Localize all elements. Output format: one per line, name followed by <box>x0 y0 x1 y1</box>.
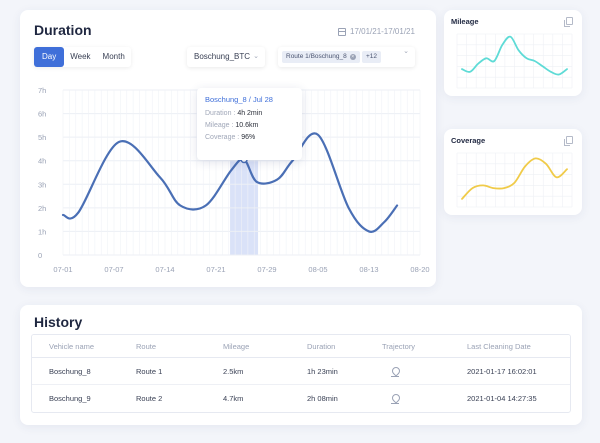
x-tick-label: 08-13 <box>359 265 378 274</box>
y-tick-label: 5h <box>38 133 46 142</box>
duration-title: Duration <box>34 22 92 38</box>
tooltip-title: Boschung_8 / Jul 28 <box>205 95 273 104</box>
tooltip-value: 96% <box>241 134 256 141</box>
trajectory-pin-icon[interactable] <box>391 367 399 378</box>
tooltip-sep: : <box>235 134 242 141</box>
cell-last-cleaning: 2021-01-17 16:02:01 <box>467 367 537 376</box>
col-trajectory: Trajectory <box>382 342 416 351</box>
cell-duration: 2h 08min <box>307 394 338 403</box>
tab-week[interactable]: Week <box>70 52 91 61</box>
col-last-cleaning: Last Cleaning Date <box>467 342 531 351</box>
vehicle-select[interactable]: Boschung_BTC ⌄ <box>187 47 265 67</box>
mileage-sparkline <box>456 33 573 89</box>
col-route: Route <box>136 342 157 351</box>
copy-icon[interactable] <box>564 136 573 146</box>
duration-line-chart: 0 1h 2h 3h 4h 5h 6h 7h 07-01 07-07 07-14 07-21 07-29… <box>38 86 430 274</box>
tooltip-row-duration: Duration : 4h 2min <box>205 110 294 117</box>
tab-day[interactable]: Day <box>34 47 65 67</box>
history-card: History Vehicle name Route Mileage Durat… <box>20 305 582 425</box>
route-tag-label: Route 1/Boschung_8 <box>286 53 347 60</box>
tooltip-key: Duration <box>205 110 232 117</box>
history-title: History <box>34 314 83 330</box>
table-header: Vehicle name Route Mileage Duration Traj… <box>32 335 570 358</box>
x-tick-label: 08-05 <box>308 265 327 274</box>
duration-card: Duration 17/01/21-17/01/21 Day Week Mont… <box>20 10 436 287</box>
tooltip-sep: : <box>229 122 236 129</box>
col-vehicle: Vehicle name <box>49 342 95 351</box>
coverage-title: Coverage <box>451 136 486 145</box>
cell-last-cleaning: 2021-01-04 14:27:35 <box>467 394 537 403</box>
tooltip-row-mileage: Mileage : 10.6km <box>205 122 294 129</box>
chart-tooltip: Boschung_8 / Jul 28 Duration : 4h 2min M… <box>197 88 302 160</box>
vehicle-select-value: Boschung_BTC <box>194 52 251 61</box>
history-table: Vehicle name Route Mileage Duration Traj… <box>31 334 571 413</box>
series-line <box>61 132 399 233</box>
mileage-card: Mileage <box>444 10 582 96</box>
tooltip-row-coverage: Coverage : 96% <box>205 134 294 141</box>
cell-route: Route 2 <box>136 394 163 403</box>
trajectory-pin-icon[interactable] <box>391 394 399 405</box>
calendar-icon <box>338 27 346 36</box>
tooltip-key: Coverage <box>205 134 236 141</box>
col-mileage: Mileage <box>223 342 250 351</box>
route-tag: Route 1/Boschung_8 × <box>282 51 360 63</box>
route-more-tag: +12 <box>362 51 382 63</box>
copy-icon[interactable] <box>564 17 573 27</box>
y-tick-label: 6h <box>38 110 46 119</box>
route-multi-select[interactable]: Route 1/Boschung_8 × +12 ⌄ <box>278 47 415 67</box>
cell-route: Route 1 <box>136 367 163 376</box>
tooltip-value: 4h 2min <box>237 110 263 117</box>
coverage-card: Coverage <box>444 129 582 215</box>
highlight-bar <box>230 159 259 255</box>
x-tick-label: 07-21 <box>206 265 225 274</box>
y-tick-label: 1h <box>38 227 46 236</box>
tab-month[interactable]: Month <box>102 52 125 61</box>
x-tick-label: 07-01 <box>53 265 72 274</box>
y-tick-label: 4h <box>38 157 46 166</box>
tooltip-sep: : <box>231 110 238 117</box>
cell-duration: 1h 23min <box>307 367 338 376</box>
period-segmented-control: Day Week Month <box>34 47 131 67</box>
x-tick-label: 07-29 <box>257 265 276 274</box>
spark-line <box>461 157 568 200</box>
cell-mileage: 4.7km <box>223 394 244 403</box>
coverage-sparkline <box>456 152 573 208</box>
col-duration: Duration <box>307 342 336 351</box>
chevron-down-icon: ⌄ <box>403 48 409 55</box>
chevron-down-icon: ⌄ <box>253 53 259 60</box>
date-range-picker[interactable]: 17/01/21-17/01/21 <box>338 27 415 36</box>
cell-trajectory <box>356 358 431 384</box>
table-row[interactable]: Boschung_9 Route 2 4.7km 2h 08min 2021-0… <box>32 385 570 412</box>
mileage-title: Mileage <box>451 17 479 26</box>
spark-line <box>461 35 568 76</box>
x-tick-label: 07-07 <box>104 265 123 274</box>
x-tick-label: 07-14 <box>155 265 174 274</box>
cell-trajectory <box>356 385 431 412</box>
tooltip-value: 10.6km <box>235 122 259 129</box>
y-tick-label: 2h <box>38 204 46 213</box>
cell-mileage: 2.5km <box>223 367 244 376</box>
cell-vehicle: Boschung_9 <box>49 394 91 403</box>
y-tick-label: 0 <box>38 251 42 260</box>
close-icon[interactable]: × <box>349 54 356 60</box>
date-range-text: 17/01/21-17/01/21 <box>350 27 415 36</box>
table-row[interactable]: Boschung_8 Route 1 2.5km 1h 23min 2021-0… <box>32 358 570 385</box>
x-tick-label: 08-20 <box>410 265 429 274</box>
y-tick-label: 7h <box>38 86 46 95</box>
tooltip-key: Mileage <box>205 122 230 129</box>
cell-vehicle: Boschung_8 <box>49 367 91 376</box>
y-tick-label: 3h <box>38 180 46 189</box>
